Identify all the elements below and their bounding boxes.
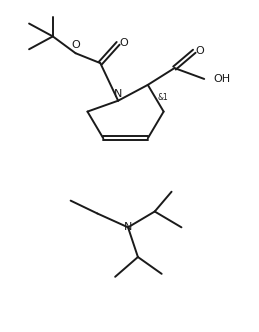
Text: O: O xyxy=(120,38,128,48)
Text: &1: &1 xyxy=(158,93,168,102)
Text: N: N xyxy=(124,222,132,232)
Text: O: O xyxy=(196,46,205,56)
Text: OH: OH xyxy=(213,74,230,84)
Text: N: N xyxy=(114,89,122,99)
Text: O: O xyxy=(71,40,80,50)
